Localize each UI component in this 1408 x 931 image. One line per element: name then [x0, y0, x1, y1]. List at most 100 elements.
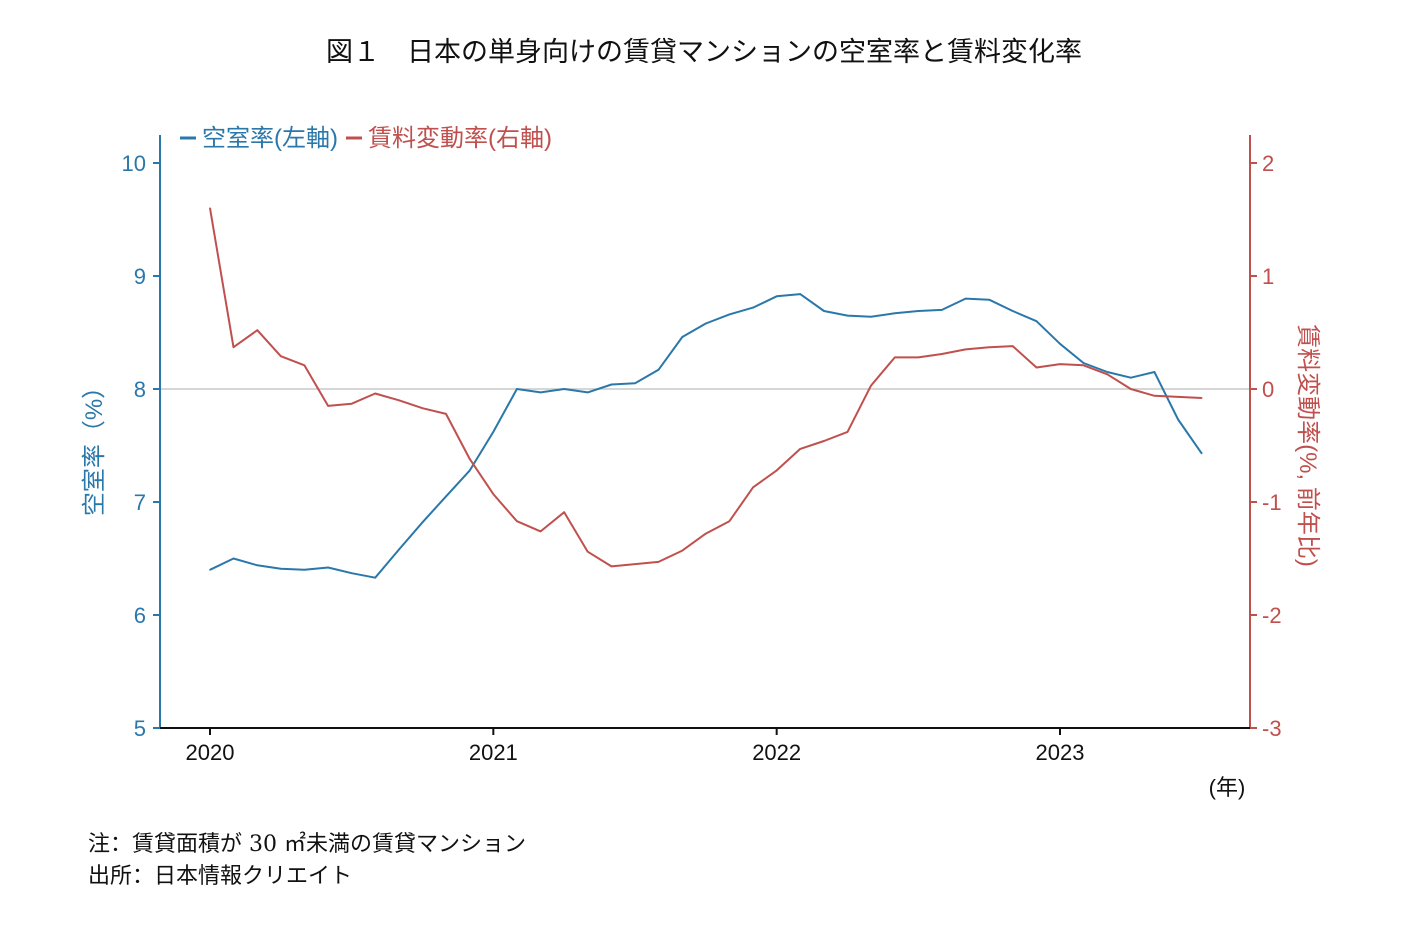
vacancy-rate-point	[728, 313, 731, 316]
vacancy-rate-point	[681, 336, 684, 338]
rent-change-point	[539, 530, 542, 533]
vacancy-rate-point	[964, 297, 967, 300]
left-axis-tick-label: 5	[134, 716, 146, 741]
vacancy-rate-point	[421, 521, 424, 524]
vacancy-rate-point	[657, 368, 660, 371]
right-axis-tick-label: 2	[1262, 151, 1274, 176]
right-axis-tick-label: -2	[1262, 603, 1282, 628]
vacancy-rate-point	[445, 495, 447, 498]
vacancy-rate-point	[539, 391, 542, 394]
vacancy-rate-point	[752, 306, 754, 309]
left-axis-tick-label: 9	[134, 264, 146, 289]
source-note: 出所：日本情報クリエイト	[88, 864, 353, 889]
x-axis-unit-label: (年)	[1209, 775, 1246, 800]
rent-change-point	[894, 356, 896, 359]
rent-change-point	[1035, 366, 1038, 369]
rent-change-point	[870, 384, 872, 387]
rent-change-point	[1153, 394, 1156, 397]
rent-change-point	[846, 431, 849, 433]
rent-change-point	[303, 364, 306, 367]
rent-change-point	[209, 207, 211, 209]
rent-change-point	[988, 346, 990, 348]
vacancy-rate-point	[1177, 418, 1179, 421]
rent-change-point	[398, 399, 400, 402]
vacancy-rate-point	[846, 314, 849, 317]
left-axis-tick-label: 7	[134, 490, 146, 515]
rent-change-point	[374, 392, 376, 395]
vacancy-rate-point	[469, 469, 471, 472]
vacancy-rate-point	[1059, 343, 1061, 345]
rent-change-point	[1059, 363, 1061, 365]
rent-change-point	[350, 402, 353, 405]
rent-change-point	[610, 565, 613, 568]
rent-change-point	[657, 561, 660, 563]
right-axis-tick-label: -3	[1262, 716, 1282, 741]
vacancy-rate-point	[350, 572, 353, 574]
vacancy-rate-point	[280, 567, 282, 570]
vacancy-rate-point	[398, 548, 400, 551]
vacancy-rate-point	[327, 566, 329, 569]
vacancy-rate-line	[209, 293, 1203, 579]
rent-change-point	[445, 413, 447, 415]
left-axis-label: 空室率（%）	[81, 375, 108, 516]
vacancy-rate-point	[894, 312, 896, 315]
rent-change-point	[634, 563, 636, 565]
vacancy-rate-point	[775, 295, 778, 298]
rent-change-point	[964, 348, 967, 351]
vacancy-rate-point	[303, 569, 306, 571]
vacancy-rate-point	[705, 322, 707, 325]
vacancy-rate-point	[209, 569, 211, 571]
legend-label-vacancy: 空室率(左軸)	[202, 125, 338, 152]
rent-change-point	[941, 353, 943, 355]
vacancy-rate-point	[610, 383, 613, 386]
vacancy-rate-point	[1200, 452, 1203, 455]
rent-change-point	[232, 346, 235, 348]
x-axis-tick-label: 2020	[186, 740, 235, 765]
rent-change-point	[421, 407, 424, 410]
vacancy-rate-point	[256, 564, 259, 567]
rent-change-point	[752, 486, 754, 489]
rent-change-point	[1177, 396, 1179, 398]
vacancy-rate-point	[516, 388, 518, 390]
rent-change-point	[586, 550, 589, 553]
rent-change-point	[280, 355, 282, 358]
rent-change-point	[563, 511, 565, 513]
vacancy-rate-point	[799, 293, 801, 295]
rent-change-point	[775, 469, 778, 472]
vacancy-rate-point	[870, 315, 872, 318]
rent-change-point	[705, 532, 707, 535]
rent-change-point	[516, 520, 518, 523]
rent-change-point	[1082, 364, 1085, 367]
rent-change-point	[1130, 388, 1132, 390]
right-axis-tick-label: 1	[1262, 264, 1274, 289]
rent-change-point	[681, 549, 684, 552]
rent-change-point	[469, 458, 471, 460]
rent-change-point	[1106, 373, 1109, 376]
rent-change-point	[256, 329, 259, 332]
left-axis-tick-label: 6	[134, 603, 146, 628]
vacancy-rate-point	[988, 298, 990, 301]
vacancy-rate-point	[586, 391, 589, 394]
vacancy-rate-point	[634, 382, 636, 385]
rent-change-point	[728, 520, 731, 523]
right-axis-label: 賃料変動率(%, 前年比)	[1294, 324, 1321, 567]
vacancy-rate-point	[563, 388, 565, 390]
x-axis-tick-label: 2023	[1036, 740, 1085, 765]
x-axis-tick-label: 2021	[469, 740, 518, 765]
rent-change-point	[492, 493, 495, 495]
vacancy-rate-point	[1082, 362, 1085, 364]
vacancy-rate-point	[1106, 371, 1109, 373]
rent-change-point	[917, 356, 920, 359]
left-axis-tick-label: 10	[122, 151, 146, 176]
rent-change-point	[1200, 397, 1203, 399]
vacancy-rate-point	[492, 431, 495, 433]
vacancy-rate-point	[232, 557, 235, 560]
vacancy-rate-point	[917, 310, 920, 312]
vacancy-rate-point	[1011, 310, 1014, 312]
right-axis-tick-label: 0	[1262, 377, 1274, 402]
vacancy-rate-point	[374, 576, 376, 579]
rent-change-point	[823, 440, 825, 442]
rent-change-point	[327, 405, 329, 407]
vacancy-rate-point	[1130, 376, 1132, 379]
